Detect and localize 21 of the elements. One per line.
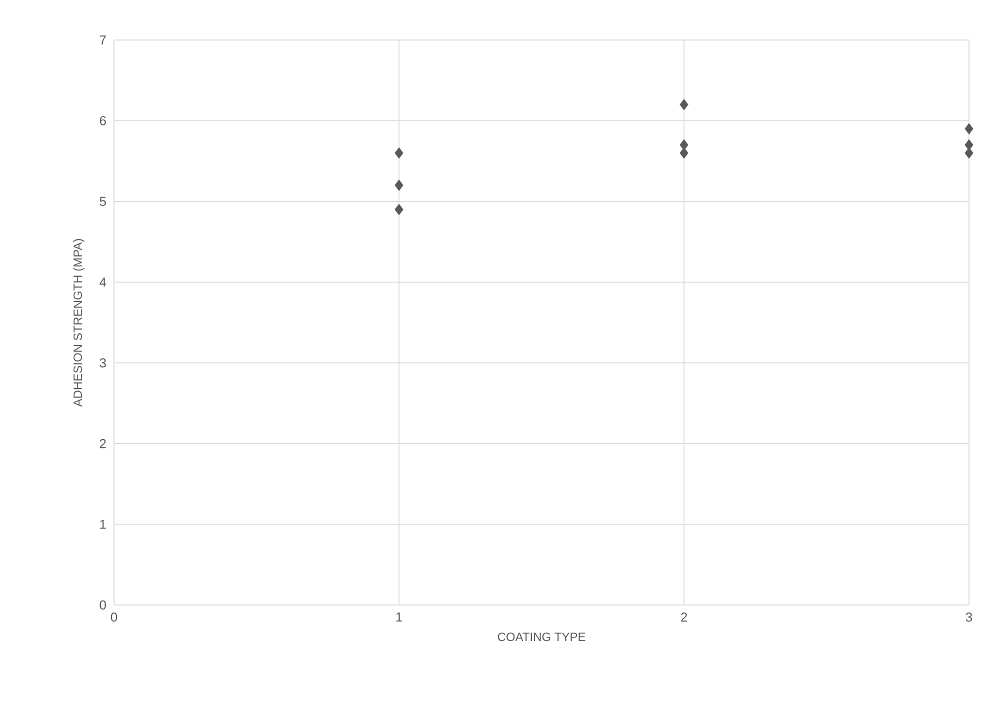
x-tick-label: 1 [396, 612, 402, 622]
y-tick-label: 5 [100, 196, 106, 206]
y-tick-label: 7 [100, 36, 106, 44]
x-tick-label: 0 [110, 612, 118, 622]
y-tick-label: 2 [100, 439, 106, 448]
x-tick-label: 3 [966, 612, 972, 622]
point [394, 147, 404, 159]
point [964, 147, 974, 159]
x-axis-title: COATING TYPE [498, 632, 586, 642]
y-tick-label: 4 [100, 278, 106, 287]
point [680, 98, 688, 110]
point [680, 147, 688, 159]
y-tick-label: 0 [100, 600, 106, 610]
y-tick-label: 6 [100, 116, 106, 126]
point [964, 123, 974, 134]
point [394, 180, 404, 191]
y-tick-label: 3 [100, 358, 106, 368]
point [394, 204, 404, 216]
y-tick-label: 1 [100, 520, 106, 529]
y-axis-title: ADHESION STRENGTH (MPA) [73, 239, 84, 407]
x-tick-label: 2 [681, 612, 687, 622]
